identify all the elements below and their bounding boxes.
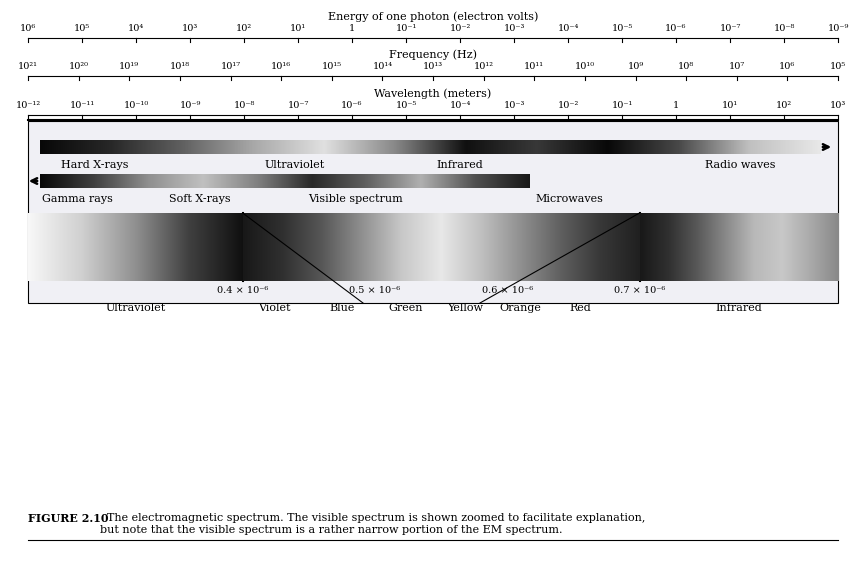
Text: 0.7 × 10⁻⁶: 0.7 × 10⁻⁶ xyxy=(614,286,665,295)
Text: 0.6 × 10⁻⁶: 0.6 × 10⁻⁶ xyxy=(481,286,533,295)
Text: 10⁻⁹: 10⁻⁹ xyxy=(828,24,849,33)
Text: 10⁻⁶: 10⁻⁶ xyxy=(341,101,363,110)
Text: 10⁶: 10⁶ xyxy=(779,62,795,71)
Text: 10⁻⁴: 10⁻⁴ xyxy=(557,24,579,33)
Text: 10⁻²: 10⁻² xyxy=(450,24,470,33)
Text: 10⁻⁷: 10⁻⁷ xyxy=(287,101,309,110)
Text: Visible spectrum: Visible spectrum xyxy=(308,194,403,204)
Text: 10⁻²: 10⁻² xyxy=(557,101,579,110)
Text: Blue: Blue xyxy=(329,303,355,313)
Text: Ultraviolet: Ultraviolet xyxy=(105,303,166,313)
Text: 10¹⁷: 10¹⁷ xyxy=(221,62,240,71)
Text: 10⁻³: 10⁻³ xyxy=(504,101,525,110)
Text: 10¹⁴: 10¹⁴ xyxy=(372,62,392,71)
Text: 10²: 10² xyxy=(236,24,252,33)
Text: 10¹⁹: 10¹⁹ xyxy=(119,62,139,71)
Text: Orange: Orange xyxy=(499,303,541,313)
Text: 10⁵: 10⁵ xyxy=(74,24,90,33)
Text: Hard X-rays: Hard X-rays xyxy=(62,160,129,170)
Text: Green: Green xyxy=(388,303,422,313)
Text: 10⁹: 10⁹ xyxy=(628,62,644,71)
Text: Gamma rays: Gamma rays xyxy=(42,194,113,204)
Text: 10¹⁸: 10¹⁸ xyxy=(170,62,190,71)
Text: 10⁻⁷: 10⁻⁷ xyxy=(719,24,740,33)
Text: 0.5 × 10⁻⁶: 0.5 × 10⁻⁶ xyxy=(350,286,401,295)
Text: 10⁻⁸: 10⁻⁸ xyxy=(773,24,794,33)
Text: 10⁴: 10⁴ xyxy=(128,24,144,33)
Text: 10¹: 10¹ xyxy=(722,101,738,110)
Text: Microwaves: Microwaves xyxy=(535,194,603,204)
Text: The electromagnetic spectrum. The visible spectrum is shown zoomed to facilitate: The electromagnetic spectrum. The visibl… xyxy=(100,513,646,534)
Text: Yellow: Yellow xyxy=(447,303,483,313)
Text: 10¹⁰: 10¹⁰ xyxy=(575,62,595,71)
Text: Wavelength (meters): Wavelength (meters) xyxy=(374,89,492,99)
Text: 10²⁰: 10²⁰ xyxy=(68,62,89,71)
Text: 10⁻⁵: 10⁻⁵ xyxy=(611,24,633,33)
Text: Red: Red xyxy=(569,303,591,313)
Text: 10⁻¹⁰: 10⁻¹⁰ xyxy=(123,101,149,110)
Text: 10¹: 10¹ xyxy=(290,24,306,33)
Text: 10⁶: 10⁶ xyxy=(20,24,36,33)
Text: 10⁻⁸: 10⁻⁸ xyxy=(233,101,255,110)
Text: 0.4 × 10⁻⁶: 0.4 × 10⁻⁶ xyxy=(217,286,268,295)
Text: 1: 1 xyxy=(349,24,355,33)
Text: Soft X-rays: Soft X-rays xyxy=(169,194,231,204)
Text: 10³: 10³ xyxy=(830,101,846,110)
Text: 10⁷: 10⁷ xyxy=(728,62,745,71)
Text: Infrared: Infrared xyxy=(437,160,483,170)
Text: Radio waves: Radio waves xyxy=(705,160,775,170)
Text: 10⁻¹¹: 10⁻¹¹ xyxy=(69,101,95,110)
Text: 10⁻⁴: 10⁻⁴ xyxy=(450,101,471,110)
Text: 10¹¹: 10¹¹ xyxy=(524,62,545,71)
Text: Violet: Violet xyxy=(258,303,291,313)
Text: 10⁻¹: 10⁻¹ xyxy=(395,24,416,33)
Text: 10⁻⁶: 10⁻⁶ xyxy=(665,24,687,33)
Text: 10⁻⁹: 10⁻⁹ xyxy=(180,101,201,110)
Text: 10⁻⁵: 10⁻⁵ xyxy=(395,101,416,110)
Text: 10¹⁶: 10¹⁶ xyxy=(271,62,292,71)
Text: 10⁵: 10⁵ xyxy=(830,62,846,71)
Text: 10⁻¹: 10⁻¹ xyxy=(611,101,633,110)
Text: Energy of one photon (electron volts): Energy of one photon (electron volts) xyxy=(327,11,538,22)
Text: 10⁻³: 10⁻³ xyxy=(504,24,525,33)
Text: 10¹³: 10¹³ xyxy=(423,62,443,71)
Bar xyxy=(28,121,838,303)
Text: 10¹²: 10¹² xyxy=(474,62,493,71)
Text: 10³: 10³ xyxy=(182,24,198,33)
Text: 10²¹: 10²¹ xyxy=(18,62,38,71)
Text: 10⁻¹²: 10⁻¹² xyxy=(15,101,40,110)
Text: FIGURE 2.10: FIGURE 2.10 xyxy=(28,513,109,524)
Text: 1: 1 xyxy=(673,101,679,110)
Text: Frequency (Hz): Frequency (Hz) xyxy=(389,49,477,60)
Text: 10²: 10² xyxy=(776,101,792,110)
Text: Ultraviolet: Ultraviolet xyxy=(265,160,325,170)
Text: 10¹⁵: 10¹⁵ xyxy=(321,62,342,71)
Text: 10⁸: 10⁸ xyxy=(678,62,694,71)
Text: Infrared: Infrared xyxy=(716,303,762,313)
